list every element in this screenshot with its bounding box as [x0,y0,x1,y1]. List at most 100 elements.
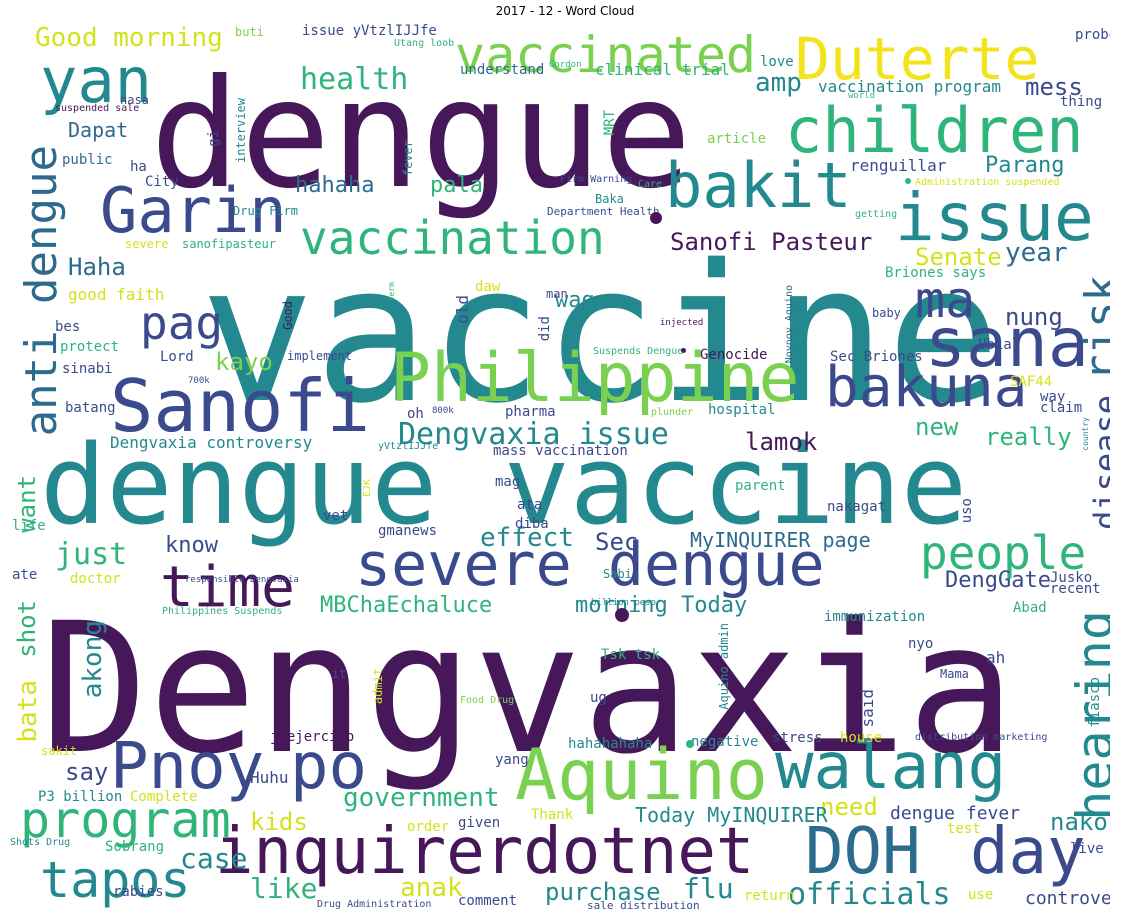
word-gi: gi [206,130,222,147]
word-country: country [1081,417,1090,451]
word-way: way [1040,389,1066,405]
word-sakit: sakit [41,744,78,758]
word-akong: akong [78,620,108,699]
word-dengue-vaccine: dengue vaccine [40,421,968,549]
word-world: world [848,91,876,101]
word-responsible-dengvaxia: responsible Dengvaxia [185,575,299,585]
word-batang: batang [65,400,116,416]
word-complete: Complete [130,789,198,805]
word-bakuna: bakuna [825,355,1028,420]
word-sabi: Sabi [603,567,632,581]
word-controversy: controversy [1025,888,1110,909]
word-sec-briones: Sec Briones [830,349,923,365]
word-it: it [332,667,347,681]
word-doctor: doctor [70,571,121,587]
word-bata: bata [13,680,43,743]
word-program: program [20,791,231,849]
word-lord: Lord [160,349,194,365]
word-yan: yan [40,44,152,117]
word-children: children [785,94,1084,167]
word-nyo: nyo [908,636,934,652]
word-diba: diba [515,516,549,532]
word-drug-administration: Drug Administration [317,899,432,910]
word-billion-peso: billion peso [591,598,657,608]
word-denggate: DengGate [945,568,1051,593]
word-drug-firm: Drug Firm [233,204,299,218]
cloud-dot [681,348,686,353]
word-flu: flu [683,872,734,905]
word-800k: 800k [432,406,454,416]
word-baka: Baka [595,192,624,206]
word-administration-suspended: Administration suspended [915,177,1060,188]
word-care: Care [638,179,663,190]
word-just: just [55,537,128,572]
word-dengvaxia-controversy: Dengvaxia controversy [110,433,313,452]
word-nung: nung [1005,303,1063,331]
word-ejk: EJK [362,479,373,498]
word-gordon: Gordon [549,60,582,70]
word-hospital: hospital [708,402,776,418]
word-bakit: bakit [665,149,852,222]
word-wag: wag [555,288,595,313]
word-comment: comment [458,893,518,909]
word-uso: uso [959,498,975,524]
word-good: Good [281,301,295,330]
word-department-health: Department Health [547,205,660,218]
word-kids: kids [250,808,308,836]
word-did: did [537,316,553,342]
word-article: article [707,131,767,147]
word-say: say [65,758,109,786]
word-vet: vet [323,508,349,524]
cloud-dot [686,740,694,748]
word-tsk-tsk: Tsk tsk [601,647,661,663]
word-order: order [407,819,450,835]
word-said: said [858,689,877,728]
word-pala: pala [430,173,483,198]
word-test: test [947,821,981,837]
word-noynoy-aquino: Noynoy Aquino [784,285,795,364]
word-mess: mess [1025,73,1083,101]
word-genocide: Genocide [700,347,768,363]
word-government: government [343,783,500,813]
word-good-faith: good faith [68,285,165,304]
word-duterte: Duterte [795,25,1040,93]
word-fever: fever [401,140,415,177]
word-mbchaechaluce: MBChaEchaluce [320,593,493,618]
word-claim: claim [1040,400,1083,416]
word-immunization: immunization [824,609,926,625]
word-negative: negative [691,734,759,750]
word-vaccination-program: vaccination program [818,77,1002,96]
word-tapos: tapos [40,851,191,909]
word-dapat: Dapat [68,118,129,142]
word-risk: risk [1076,275,1110,381]
word-use: use [968,887,994,903]
word-probe: probe [1075,27,1110,43]
word-renguillar: renguillar [850,156,947,175]
word-shots-drug: Shots Drug [10,837,71,848]
word-love: love [760,54,794,70]
word-admit: admit [371,668,385,705]
word-stress: stress [772,730,823,746]
word-philippine: Philippine [390,339,800,418]
word-shot: shot [13,600,41,658]
word-plunder: plunder [651,407,694,418]
word-ate: ate [12,567,38,583]
word-anti-dengue: anti dengue [16,145,67,437]
word-ug: ug [590,690,607,706]
word-case: case [180,842,248,875]
word-health: health [300,62,409,97]
word-lamok: lamok [745,428,818,456]
word-ah: ah [986,648,1006,667]
word-year: year [1005,238,1068,268]
word-city: City [145,174,179,190]
word-daw: daw [475,279,501,295]
word-doh: DOH [805,815,921,889]
word-firm-warning: Firm Warning [560,174,633,185]
word-sale-distribution: sale distribution [587,899,700,912]
word-walang: walang [775,730,1007,804]
word-effect: effect [480,523,574,553]
word-understand: understand [460,62,545,78]
word-need: need [820,793,878,821]
cloud-dot [905,178,911,184]
word-700k: 700k [188,376,210,386]
